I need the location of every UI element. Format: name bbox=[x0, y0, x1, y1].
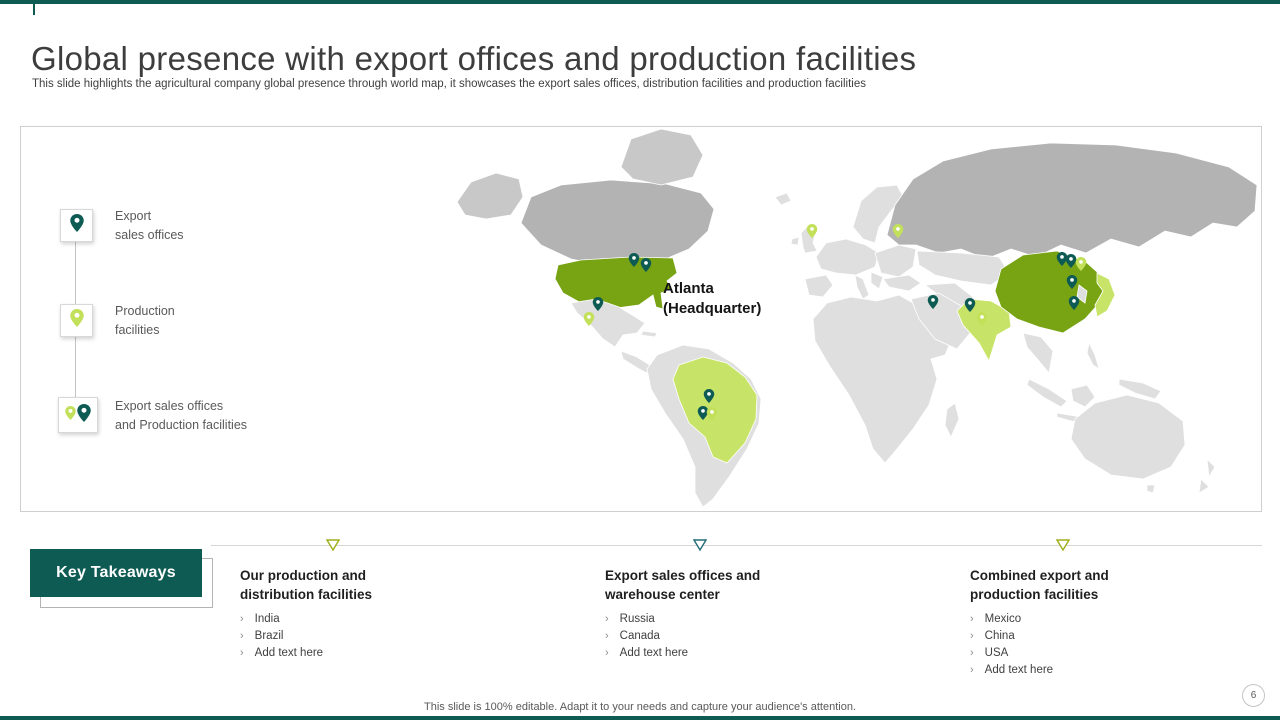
country-india bbox=[956, 298, 1012, 363]
legend-export-box bbox=[60, 209, 93, 242]
takeaway-column-production: Our production and distribution faciliti… bbox=[240, 566, 470, 664]
top-accent-tick bbox=[33, 4, 35, 15]
takeaway-item: Add text here bbox=[605, 647, 835, 659]
export-pin-icon bbox=[69, 214, 84, 237]
takeaway-list: Mexico China USA Add text here bbox=[970, 613, 1200, 676]
page-number: 6 bbox=[1250, 690, 1257, 701]
country-russia bbox=[886, 142, 1258, 260]
page-subtitle: This slide highlights the agricultural c… bbox=[32, 77, 866, 90]
takeaway-heading: Our production and distribution faciliti… bbox=[240, 568, 373, 603]
takeaways-divider-line bbox=[211, 545, 1262, 546]
region-cuba bbox=[640, 330, 658, 338]
page-title: Global presence with export offices and … bbox=[31, 40, 917, 78]
legend-combined-label: Export sales offices and Production faci… bbox=[115, 399, 248, 432]
region-borneo bbox=[1070, 384, 1096, 408]
region-balkans bbox=[870, 271, 884, 290]
export-pin-icon bbox=[964, 298, 976, 312]
export-pin-icon bbox=[1065, 254, 1077, 268]
export-pin-icon bbox=[628, 253, 640, 267]
takeaway-item: Mexico bbox=[970, 613, 1200, 625]
region-new-guinea bbox=[1118, 378, 1162, 400]
production-pin-icon bbox=[1075, 257, 1087, 271]
hq-subtitle: (Headquarter) bbox=[663, 299, 762, 317]
country-canada bbox=[520, 179, 715, 268]
region-turkey bbox=[882, 274, 922, 292]
map-panel: Export sales offices Production faciliti… bbox=[20, 126, 1262, 512]
region-tasmania bbox=[1146, 484, 1156, 494]
takeaway-column-combined: Combined export and production facilitie… bbox=[970, 566, 1200, 681]
production-pin-icon bbox=[976, 312, 988, 326]
takeaway-list: Russia Canada Add text here bbox=[605, 613, 835, 659]
bottom-accent-bar bbox=[0, 716, 1280, 720]
export-pin-icon bbox=[640, 258, 652, 272]
region-ireland bbox=[790, 236, 800, 246]
legend-export-label: Export sales offices bbox=[115, 209, 184, 242]
legend-production-label: Production facilities bbox=[115, 304, 175, 337]
takeaway-item: Brazil bbox=[240, 630, 470, 642]
export-pin-icon bbox=[1068, 296, 1080, 310]
region-korea bbox=[1076, 284, 1088, 304]
region-alaska bbox=[456, 172, 524, 220]
export-pin-icon bbox=[703, 389, 715, 403]
export-pin-icon bbox=[927, 295, 939, 309]
takeaway-item: India bbox=[240, 613, 470, 625]
production-pin-icon bbox=[69, 309, 84, 332]
region-new-zealand bbox=[1198, 457, 1216, 494]
country-china bbox=[994, 250, 1106, 334]
takeaway-item: USA bbox=[970, 647, 1200, 659]
country-mexico bbox=[570, 298, 646, 348]
hq-city: Atlanta bbox=[663, 280, 714, 297]
legend-combined-box bbox=[58, 397, 98, 433]
production-pin-icon bbox=[892, 224, 904, 238]
production-pin-icon bbox=[583, 312, 595, 326]
region-indochina bbox=[1022, 332, 1054, 374]
takeaway-heading: Export sales offices and warehouse cente… bbox=[605, 568, 761, 603]
takeaway-item: Canada bbox=[605, 630, 835, 642]
region-central-asia bbox=[916, 250, 1010, 286]
production-pin-icon bbox=[806, 224, 818, 238]
region-eastern-europe bbox=[874, 244, 917, 278]
key-takeaways-title: Key Takeaways bbox=[56, 564, 176, 581]
key-takeaways-box: Key Takeaways bbox=[30, 549, 202, 597]
top-accent-bar bbox=[0, 0, 1280, 4]
region-arabia bbox=[910, 292, 976, 350]
hq-label: Atlanta (Headquarter) bbox=[663, 279, 761, 318]
takeaway-column-export: Export sales offices and warehouse cente… bbox=[605, 566, 835, 664]
takeaway-item: Add text here bbox=[240, 647, 470, 659]
takeaway-item: Russia bbox=[605, 613, 835, 625]
region-madagascar bbox=[944, 402, 960, 438]
region-iceland bbox=[774, 192, 792, 206]
column-marker-triangle-icon bbox=[325, 539, 341, 552]
export-pin-icon bbox=[592, 297, 604, 311]
world-map: Atlanta (Headquarter) bbox=[451, 127, 1261, 511]
takeaway-list: India Brazil Add text here bbox=[240, 613, 470, 659]
region-malaysia bbox=[1026, 378, 1068, 408]
export-pin-icon bbox=[697, 406, 709, 420]
export-pin-icon bbox=[1056, 252, 1068, 266]
production-pin-icon bbox=[706, 407, 718, 421]
takeaway-heading: Combined export and production facilitie… bbox=[970, 568, 1109, 603]
region-philippines bbox=[1086, 341, 1100, 370]
page-number-badge: 6 bbox=[1242, 684, 1265, 707]
combined-export-pin-icon bbox=[77, 403, 91, 427]
column-marker-triangle-icon bbox=[692, 539, 708, 552]
world-map-svg bbox=[456, 128, 1258, 508]
export-pin-icon bbox=[1066, 275, 1078, 289]
legend-production-box bbox=[60, 304, 93, 337]
country-japan bbox=[1094, 272, 1116, 318]
column-marker-triangle-icon bbox=[1055, 539, 1071, 552]
region-iberia bbox=[804, 274, 834, 298]
takeaway-item: Add text here bbox=[970, 664, 1200, 676]
takeaway-item: China bbox=[970, 630, 1200, 642]
region-greenland bbox=[620, 128, 704, 186]
combined-production-pin-icon bbox=[65, 405, 76, 425]
country-australia bbox=[1070, 394, 1186, 480]
country-usa bbox=[554, 256, 678, 310]
region-central-europe bbox=[815, 238, 880, 276]
region-italy bbox=[854, 274, 870, 300]
continent-africa bbox=[812, 294, 952, 464]
footer-note: This slide is 100% editable. Adapt it to… bbox=[424, 701, 856, 713]
